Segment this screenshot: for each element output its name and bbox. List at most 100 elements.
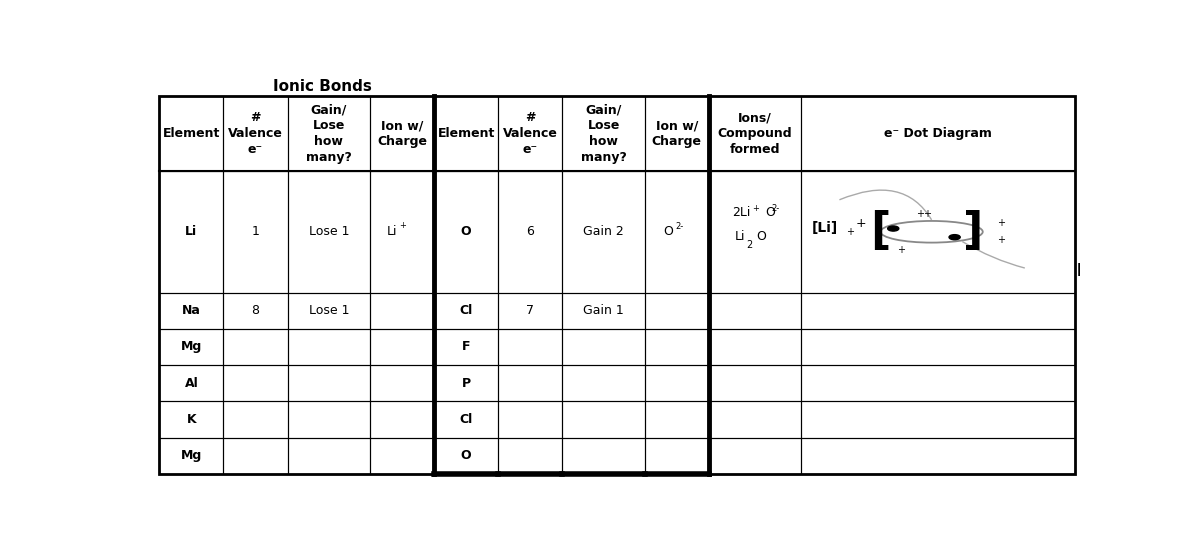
Bar xyxy=(370,329,434,365)
Bar xyxy=(434,329,498,365)
Text: +: + xyxy=(997,235,1004,245)
Bar xyxy=(434,96,498,171)
Bar xyxy=(644,438,709,474)
Bar xyxy=(288,329,370,365)
Text: 6: 6 xyxy=(527,225,534,238)
Text: O: O xyxy=(756,229,767,243)
Bar xyxy=(498,329,563,365)
Bar xyxy=(288,438,370,474)
Text: K: K xyxy=(186,413,196,426)
Circle shape xyxy=(949,235,960,240)
Text: Element: Element xyxy=(163,127,220,140)
Bar xyxy=(160,401,223,438)
Bar xyxy=(223,171,288,293)
Text: 2Li: 2Li xyxy=(732,206,750,219)
Bar xyxy=(498,438,563,474)
Text: O: O xyxy=(664,225,673,238)
Bar xyxy=(160,329,223,365)
Bar xyxy=(160,438,223,474)
Bar xyxy=(288,96,370,171)
Bar xyxy=(644,329,709,365)
Bar xyxy=(434,401,498,438)
Text: ++: ++ xyxy=(916,209,932,219)
Text: 2-: 2- xyxy=(676,222,683,231)
Circle shape xyxy=(888,226,899,231)
Text: 8: 8 xyxy=(252,304,259,317)
Text: +: + xyxy=(896,245,905,255)
Bar xyxy=(160,293,223,329)
Text: 2: 2 xyxy=(746,240,752,250)
Text: F: F xyxy=(462,341,470,353)
Bar xyxy=(223,401,288,438)
Bar xyxy=(223,438,288,474)
Text: O: O xyxy=(757,206,775,219)
Text: +: + xyxy=(846,227,853,237)
Bar xyxy=(498,171,563,293)
Bar xyxy=(709,365,800,401)
Bar xyxy=(800,96,1075,171)
Text: +: + xyxy=(856,217,866,230)
Bar xyxy=(288,171,370,293)
Bar xyxy=(563,329,644,365)
Bar xyxy=(563,438,644,474)
Bar xyxy=(288,293,370,329)
Bar xyxy=(644,171,709,293)
Bar xyxy=(288,365,370,401)
Text: +: + xyxy=(752,204,758,213)
Bar xyxy=(800,438,1075,474)
Text: Ionic Bonds: Ionic Bonds xyxy=(272,79,372,94)
Bar xyxy=(160,96,1075,474)
Text: Cl: Cl xyxy=(460,304,473,317)
Bar xyxy=(223,365,288,401)
Text: 2-: 2- xyxy=(772,204,780,213)
Text: Gain/
Lose
how
many?: Gain/ Lose how many? xyxy=(306,103,352,164)
Bar xyxy=(709,293,800,329)
Bar xyxy=(160,171,223,293)
Text: Na: Na xyxy=(182,304,200,317)
Text: Lose 1: Lose 1 xyxy=(308,225,349,238)
Bar xyxy=(434,365,498,401)
Bar xyxy=(644,96,709,171)
Bar xyxy=(223,329,288,365)
Bar xyxy=(800,293,1075,329)
Bar xyxy=(370,401,434,438)
Bar xyxy=(709,438,800,474)
Bar xyxy=(709,401,800,438)
Bar xyxy=(644,401,709,438)
Text: 1: 1 xyxy=(252,225,259,238)
Bar xyxy=(434,171,498,293)
Bar xyxy=(563,401,644,438)
Bar xyxy=(800,171,1075,293)
Bar xyxy=(563,96,644,171)
Text: Li: Li xyxy=(734,229,745,243)
Text: [Li]: [Li] xyxy=(811,220,838,234)
Text: e⁻ Dot Diagram: e⁻ Dot Diagram xyxy=(884,127,992,140)
Bar xyxy=(563,365,644,401)
Text: ]: ] xyxy=(964,211,984,253)
Text: Gain/
Lose
how
many?: Gain/ Lose how many? xyxy=(581,103,626,164)
Bar xyxy=(498,401,563,438)
Bar xyxy=(370,365,434,401)
Text: Li: Li xyxy=(185,225,198,238)
Bar xyxy=(709,171,800,293)
Bar xyxy=(223,96,288,171)
Text: O: O xyxy=(461,225,472,238)
Text: +: + xyxy=(400,221,406,230)
Bar xyxy=(370,293,434,329)
Bar xyxy=(434,438,498,474)
Text: Element: Element xyxy=(438,127,494,140)
Text: Mg: Mg xyxy=(181,449,202,462)
Text: Ions/
Compound
formed: Ions/ Compound formed xyxy=(718,111,792,156)
Bar xyxy=(563,171,644,293)
Bar xyxy=(644,365,709,401)
Bar xyxy=(800,365,1075,401)
Bar xyxy=(709,96,800,171)
Bar xyxy=(800,401,1075,438)
Text: O: O xyxy=(461,449,472,462)
Bar xyxy=(563,293,644,329)
Bar xyxy=(370,438,434,474)
Bar xyxy=(800,329,1075,365)
Bar xyxy=(498,365,563,401)
Bar xyxy=(644,293,709,329)
Text: 7: 7 xyxy=(527,304,534,317)
